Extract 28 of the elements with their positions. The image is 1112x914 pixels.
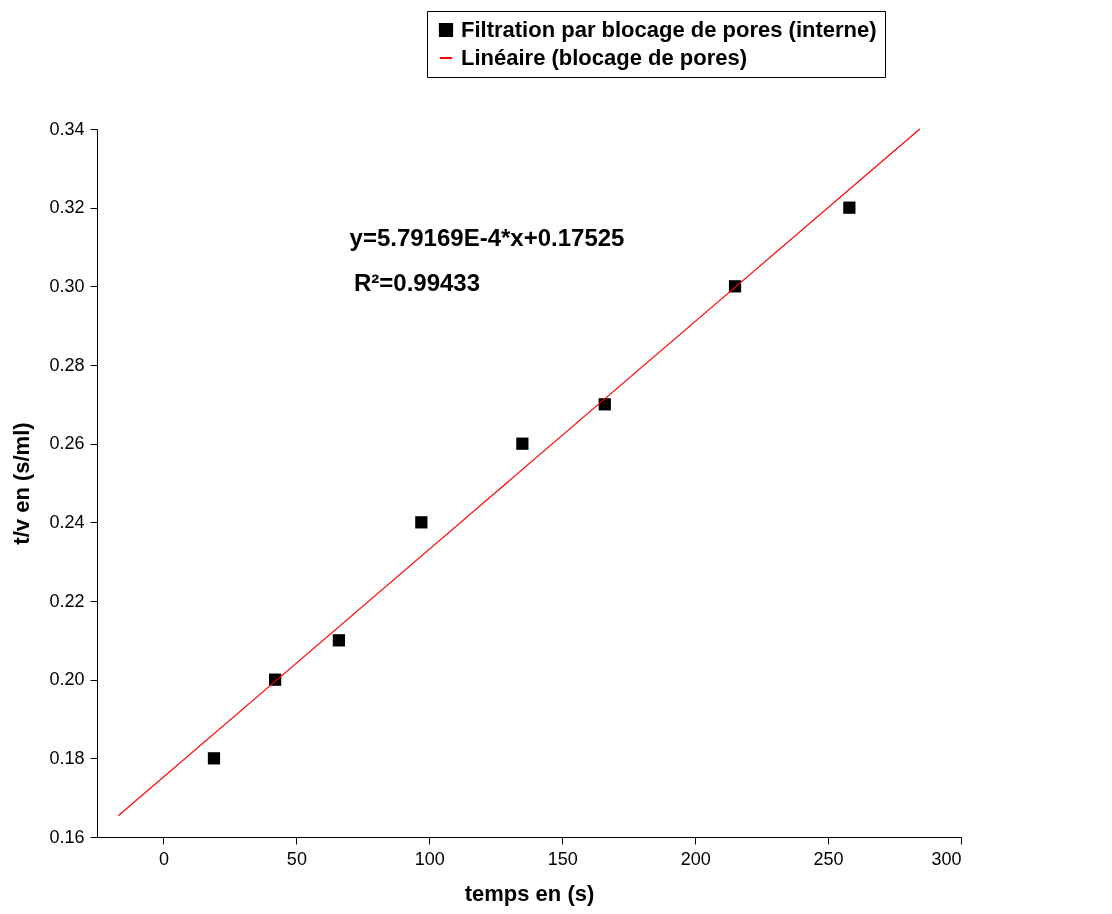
y-tick-label: 0.22 [49,590,85,611]
legend-label: Filtration par blocage de pores (interne) [461,17,877,42]
x-tick-label: 100 [414,848,445,869]
x-tick-label: 50 [286,848,307,869]
y-tick-label: 0.26 [49,433,85,454]
x-tick-label: 0 [158,848,169,869]
y-tick-label: 0.32 [49,197,85,218]
y-tick-label: 0.34 [49,118,85,139]
x-axis-title: temps en (s) [464,880,595,906]
point [516,437,529,450]
x-tick-label: 250 [813,848,844,869]
y-tick-label: 0.16 [49,826,85,847]
y-axis-title: t/v en (s/ml) [9,422,35,545]
y-tick-label: 0.30 [49,275,85,296]
point [843,201,856,214]
point [332,634,346,647]
x-tick-label: 150 [547,848,578,869]
y-tick-label: 0.20 [49,669,85,690]
x-tick-label: 200 [680,848,711,869]
y-tick-label: 0.24 [49,511,85,532]
x-tick-label: 300 [931,848,962,869]
y-tick-label: 0.28 [49,354,85,375]
annotation: R²=0.99433 [353,269,481,296]
annotation: y=5.79169E-4*x+0.17525 [349,224,625,251]
point [415,516,428,529]
legend-label: Linéaire (blocage de pores) [461,45,748,70]
y-tick-label: 0.18 [49,747,85,768]
point [207,752,221,765]
